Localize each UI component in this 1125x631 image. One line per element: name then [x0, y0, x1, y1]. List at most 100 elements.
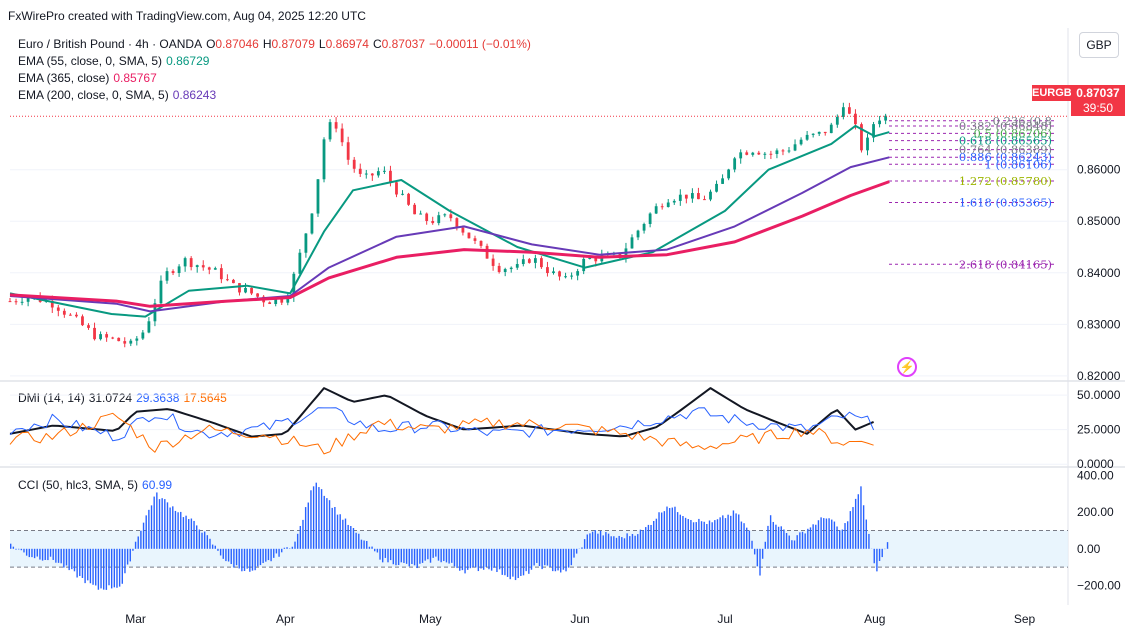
- cci-bar: [876, 548, 878, 572]
- cci-bar: [411, 548, 413, 565]
- x-tick-label: Mar: [125, 612, 146, 626]
- candle-body: [213, 268, 217, 270]
- candle-body: [769, 153, 773, 155]
- cci-legend[interactable]: CCI (50, hlc3, SMA, 5) 60.99: [18, 478, 173, 492]
- cci-bar: [504, 548, 506, 576]
- ema365-legend[interactable]: EMA (365, close) 0.85767: [18, 71, 157, 85]
- lightning-icon[interactable]: ⚡: [897, 357, 917, 377]
- cci-bar: [464, 548, 466, 574]
- candle-body: [570, 275, 574, 277]
- cci-bar: [302, 519, 304, 549]
- cci-bar: [815, 524, 817, 549]
- ema55-legend[interactable]: EMA (55, close, 0, SMA, 5) 0.86729: [18, 54, 210, 68]
- candle-body: [672, 200, 676, 203]
- candle-body: [346, 142, 350, 160]
- candle-body: [805, 134, 809, 140]
- candle-body: [763, 153, 767, 155]
- cci-bar: [769, 515, 772, 549]
- cci-bar: [150, 505, 153, 549]
- candle-body: [630, 237, 634, 249]
- candle-body: [540, 258, 543, 268]
- price-tick-label: 0.86000: [1077, 163, 1121, 177]
- candle-body: [503, 269, 507, 272]
- cci-bar: [350, 526, 352, 549]
- x-tick-label: Sep: [1014, 612, 1036, 626]
- candle-body: [81, 316, 84, 326]
- cci-bar: [706, 524, 708, 549]
- candle-body: [546, 267, 549, 274]
- cci-bar: [623, 538, 626, 549]
- cci-bar: [57, 548, 60, 563]
- fib-level-label: 1 (0.86106): [984, 157, 1052, 171]
- cci-bar: [823, 518, 825, 549]
- fib-level-label: 1.618 (0.85365): [959, 195, 1052, 209]
- cci-bar: [23, 548, 25, 553]
- cci-bar: [392, 548, 395, 565]
- cci-bar: [134, 541, 137, 549]
- candle-body: [105, 334, 109, 338]
- cci-bar: [318, 487, 320, 549]
- cci-bar: [764, 541, 767, 549]
- candle-body: [461, 227, 465, 233]
- candle-body: [68, 314, 72, 316]
- candle-body: [552, 271, 555, 274]
- candle-body: [733, 158, 737, 170]
- candle-body: [684, 194, 688, 199]
- candle-body: [425, 213, 429, 221]
- cci-bar: [432, 548, 434, 558]
- cci-bar: [663, 511, 666, 549]
- cci-bar: [257, 548, 259, 567]
- cci-bar: [512, 548, 514, 577]
- candle-body: [201, 265, 205, 268]
- cci-bar: [148, 509, 150, 549]
- candle-body: [189, 258, 193, 268]
- cci-bar: [868, 533, 870, 549]
- dmi-legend[interactable]: DMI (14, 14) 31.0724 29.3638 17.5645: [18, 391, 227, 405]
- cci-bar: [259, 548, 262, 566]
- cci-bar: [137, 536, 139, 549]
- cci-bar: [174, 510, 177, 549]
- cci-bar: [182, 517, 185, 549]
- cci-bar: [459, 548, 461, 571]
- cci-bar: [36, 548, 38, 557]
- cci-bar: [490, 548, 493, 571]
- candle-body: [407, 193, 410, 205]
- candle-body: [757, 152, 761, 155]
- candle-body: [159, 280, 163, 304]
- cci-bar: [461, 548, 464, 571]
- cci-bar: [857, 494, 860, 549]
- x-tick-label: Apr: [276, 612, 295, 626]
- cci-bar: [700, 521, 703, 549]
- cci-bar: [188, 519, 190, 549]
- dmi-tick-label: 50.0000: [1077, 388, 1121, 402]
- candle-body: [690, 193, 694, 199]
- currency-button[interactable]: GBP: [1079, 32, 1119, 58]
- cci-bar: [153, 496, 155, 549]
- cci-bar: [81, 548, 84, 578]
- cci-bar: [714, 520, 716, 549]
- cci-bar: [690, 519, 692, 549]
- cci-bar: [47, 548, 49, 561]
- cci-bar: [206, 535, 209, 549]
- cci-bar: [828, 518, 830, 549]
- cci-bar: [41, 548, 44, 561]
- cci-bar: [360, 539, 363, 549]
- candle-body: [636, 230, 640, 238]
- cci-bar: [219, 548, 222, 556]
- candle-body: [14, 301, 18, 303]
- cci-bar: [129, 548, 131, 562]
- cci-tick-label: −200.00: [1077, 578, 1121, 592]
- symbol-title[interactable]: Euro / British Pound · 4h · OANDA: [18, 37, 203, 51]
- candle-body: [232, 279, 235, 284]
- cci-bar: [583, 539, 586, 549]
- candle-body: [304, 233, 308, 253]
- cci-bar: [384, 548, 387, 558]
- candle-body: [322, 139, 326, 180]
- cci-bar: [413, 548, 416, 566]
- ema200-legend[interactable]: EMA (200, close, 0, SMA, 5) 0.86243: [18, 88, 217, 102]
- cci-bar: [315, 482, 317, 549]
- candle-body: [20, 301, 24, 303]
- cci-bar: [528, 548, 530, 574]
- cci-bar: [618, 535, 620, 549]
